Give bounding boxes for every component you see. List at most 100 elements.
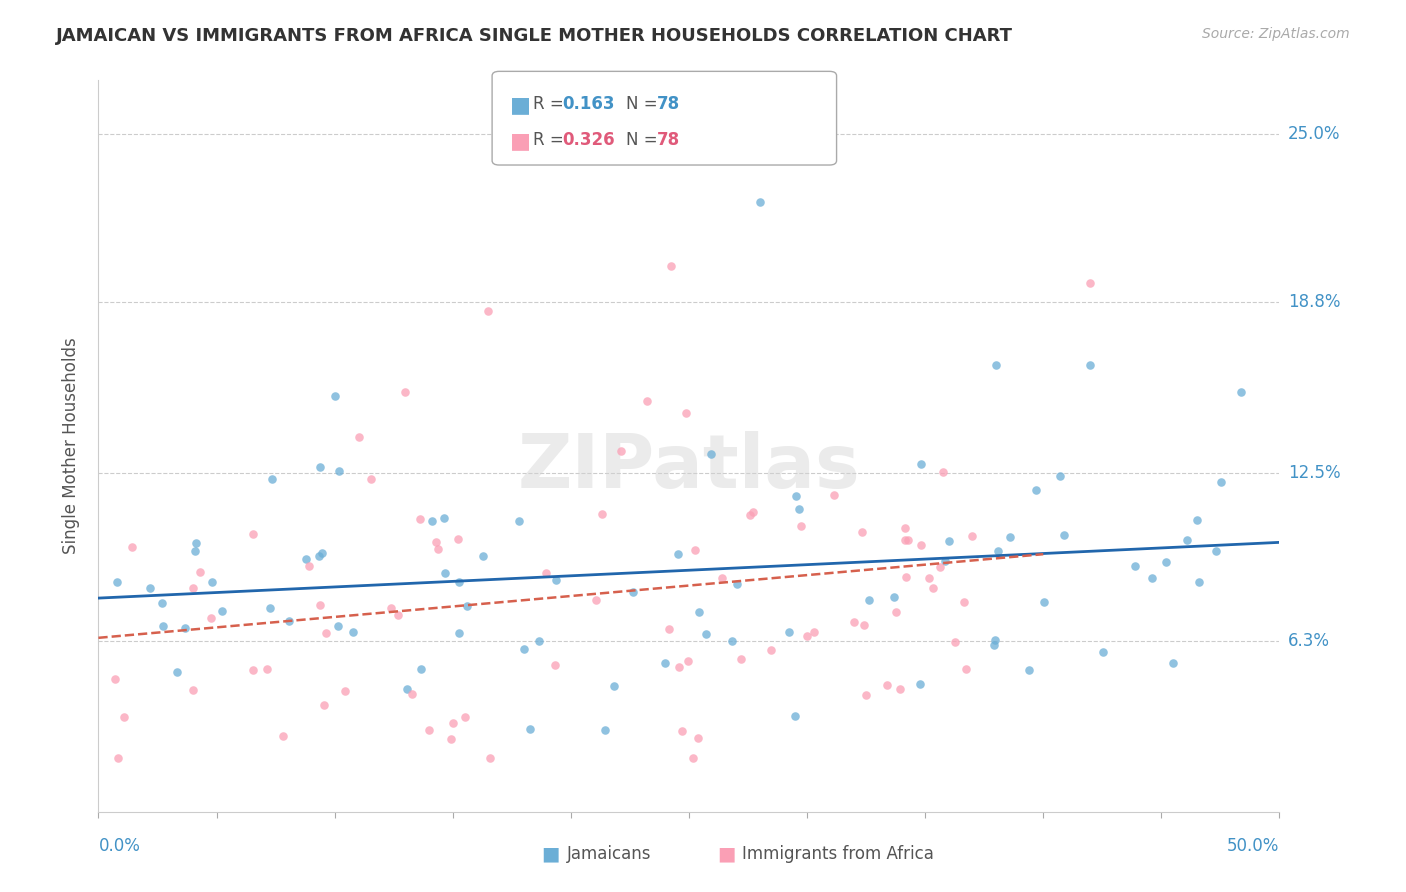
Point <box>200 611 222 625</box>
Point <box>682 750 704 764</box>
Text: N =: N = <box>626 95 662 113</box>
Text: 25.0%: 25.0% <box>1288 126 1340 144</box>
Point <box>998 530 1021 544</box>
Point <box>519 722 541 736</box>
Point <box>105 574 128 589</box>
Point <box>242 664 264 678</box>
Point <box>938 533 960 548</box>
Point <box>894 521 917 535</box>
Point <box>256 662 278 676</box>
Point <box>711 571 734 585</box>
Point <box>278 614 301 628</box>
Point <box>921 581 943 595</box>
Point <box>1175 533 1198 547</box>
Point <box>1205 544 1227 558</box>
Point <box>112 710 135 724</box>
Point <box>150 596 173 610</box>
Point <box>471 549 494 564</box>
Point <box>441 715 464 730</box>
Point <box>453 710 475 724</box>
Point <box>242 527 264 541</box>
Text: 18.8%: 18.8% <box>1288 293 1340 311</box>
Point <box>342 624 364 639</box>
Point <box>987 544 1010 558</box>
Point <box>181 581 204 595</box>
Text: 12.5%: 12.5% <box>1288 464 1340 482</box>
Text: ■: ■ <box>510 95 531 115</box>
Point <box>785 489 807 503</box>
Point <box>1161 656 1184 670</box>
Point <box>1140 571 1163 585</box>
Text: 50.0%: 50.0% <box>1227 837 1279 855</box>
Point <box>447 575 470 590</box>
Point <box>929 560 952 574</box>
Point <box>166 665 188 679</box>
Point <box>889 681 911 696</box>
Point <box>314 698 336 712</box>
Text: R =: R = <box>533 131 569 149</box>
Point <box>433 511 456 525</box>
Point <box>730 652 752 666</box>
Point <box>934 554 956 568</box>
Point <box>408 511 430 525</box>
Point <box>271 729 294 743</box>
Point <box>910 457 932 471</box>
Point <box>721 634 744 648</box>
Point <box>311 546 333 560</box>
Point <box>544 657 567 672</box>
Point <box>761 643 783 657</box>
Point <box>668 659 690 673</box>
Point <box>440 731 463 746</box>
Point <box>823 488 845 502</box>
Text: ZIPatlas: ZIPatlas <box>517 432 860 505</box>
Point <box>983 638 1005 652</box>
Point <box>401 687 423 701</box>
Point <box>1091 645 1114 659</box>
Point <box>984 358 1007 372</box>
Point <box>201 575 224 590</box>
Point <box>447 533 470 547</box>
Point <box>910 538 932 552</box>
Text: ■: ■ <box>541 845 560 863</box>
Point <box>387 607 409 622</box>
Point <box>456 599 478 613</box>
Point <box>544 573 567 587</box>
Point <box>593 723 616 738</box>
Point <box>394 384 416 399</box>
Point <box>591 507 613 521</box>
Point <box>260 472 283 486</box>
Point <box>181 682 204 697</box>
Point <box>347 430 370 444</box>
Point <box>855 688 877 702</box>
Point <box>876 678 898 692</box>
Point <box>1080 358 1102 372</box>
Point <box>309 598 332 612</box>
Point <box>621 584 644 599</box>
Point <box>309 460 332 475</box>
Point <box>1156 555 1178 569</box>
Text: 78: 78 <box>657 95 679 113</box>
Point <box>700 447 723 461</box>
Point <box>659 259 682 273</box>
Point <box>748 195 770 210</box>
Point <box>778 624 800 639</box>
Point <box>585 592 607 607</box>
Point <box>427 541 450 556</box>
Point <box>932 465 955 479</box>
Text: 0.0%: 0.0% <box>98 837 141 855</box>
Text: 0.163: 0.163 <box>562 95 614 113</box>
Point <box>790 518 813 533</box>
Point <box>184 535 207 549</box>
Point <box>894 570 917 584</box>
Point <box>676 654 699 668</box>
Point <box>894 533 917 547</box>
Point <box>851 525 873 540</box>
Text: N =: N = <box>626 131 662 149</box>
Point <box>121 540 143 554</box>
Point <box>152 619 174 633</box>
Point <box>420 514 443 528</box>
Y-axis label: Single Mother Households: Single Mother Households <box>62 338 80 554</box>
Point <box>884 606 907 620</box>
Point <box>636 394 658 409</box>
Point <box>508 514 530 528</box>
